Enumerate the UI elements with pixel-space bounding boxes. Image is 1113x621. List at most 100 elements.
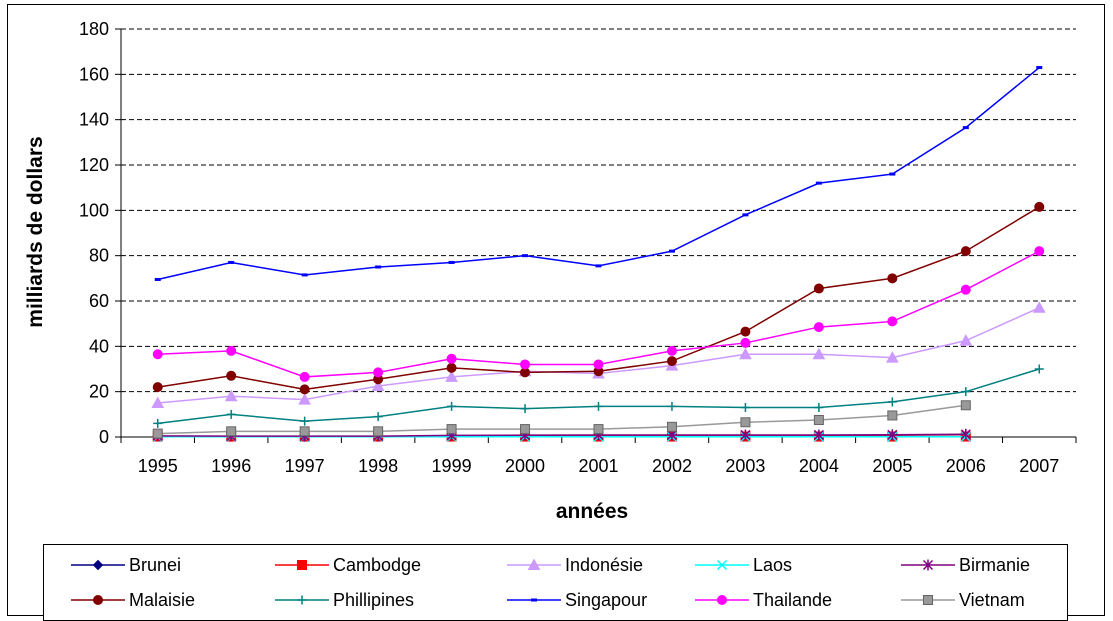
data-point [815,181,822,185]
y-tick-label: 40 [89,336,109,356]
legend-item: Thailande [695,586,832,614]
data-point [1034,246,1045,257]
legend-item: Laos [695,551,792,579]
data-point [226,370,237,381]
data-point [520,404,530,414]
legend-symbol [695,559,749,571]
data-point [520,424,531,435]
x-tick-label: 2007 [1019,456,1059,476]
series-line [157,307,1040,404]
data-point [889,172,896,176]
series-line [157,404,966,435]
y-tick-label: 160 [79,64,109,84]
y-tick-label: 140 [79,110,109,130]
series-malaisie [152,201,1045,395]
data-point [373,412,383,422]
y-tick-label: 20 [89,382,109,402]
data-point [226,409,236,419]
legend-item: Indonésie [507,551,643,579]
legend-marker [297,595,307,605]
series-indonésie [151,301,1046,408]
legend-marker [93,595,103,605]
series-line [157,66,1040,281]
y-tick-label: 0 [99,427,109,447]
data-point [740,337,751,348]
data-point [887,273,898,284]
data-point [887,397,897,407]
legend-item: Vietnam [901,586,1025,614]
data-point [961,387,971,397]
data-point [886,351,899,363]
axes: 0 20 40 60 80 100 120 140 160 180 1995 1996 1997 1998… [79,19,1077,476]
data-point [813,429,824,441]
data-point [228,260,235,264]
data-point [812,347,826,360]
data-point [814,403,824,413]
legend-marker [527,558,541,570]
legend-label: Singapour [565,589,648,610]
data-point [446,353,457,364]
x-tick-label: 2006 [946,456,986,476]
legend-label: Cambodge [333,554,422,575]
y-tick-label: 120 [79,155,109,175]
data-point [960,400,971,411]
legend-marker [716,559,728,571]
x-tick-label: 1995 [138,456,178,476]
data-point [962,126,969,130]
legend-item: Brunei [71,551,181,579]
data-point [299,384,310,395]
legend-label: Laos [753,554,793,575]
data-point [299,371,310,382]
data-point [593,359,604,370]
data-point [371,379,385,391]
legend-label: Brunei [129,554,182,575]
x-tick-label: 1996 [211,456,251,476]
legend-label: Indonésie [565,554,644,575]
data-point [593,424,604,435]
legend-symbol [71,559,125,571]
legend-marker [297,560,307,570]
data-point [1034,201,1045,212]
data-point [1036,66,1043,70]
chart-frame [7,4,1105,616]
gridlines [121,28,1076,393]
y-axis-title: milliards de dollars [24,136,47,327]
x-tick-label: 1997 [285,456,325,476]
data-point [813,283,824,294]
data-point [151,396,165,408]
data-point [740,326,751,337]
legend-symbol [507,598,561,602]
legend-label: Thailande [753,589,833,610]
legend-item: Malaisie [71,586,195,614]
legend-symbol [275,560,329,570]
data-point [960,284,971,295]
data-point [445,370,458,382]
x-tick-label: 2001 [578,456,618,476]
legend-label: Birmanie [959,554,1031,575]
data-point [594,401,603,411]
data-point [887,429,898,441]
legend-marker [923,595,933,605]
x-tick-label: 1999 [432,456,472,476]
data-point [960,246,971,257]
x-axis-title: années [556,500,628,523]
data-point [1034,364,1044,374]
data-point [299,426,310,437]
y-tick-label: 100 [79,200,109,220]
data-point [813,322,824,333]
data-point [740,429,751,441]
data-point [740,403,750,413]
data-point [446,362,457,373]
data-point [298,393,311,405]
legend-symbol [275,595,329,605]
series-line [157,433,966,437]
data-point [301,273,308,277]
series-line [157,250,1040,378]
data-point [373,367,384,378]
data-point [960,428,971,440]
data-point [739,347,752,360]
y-tick-label: 60 [89,291,109,311]
legend-label: Phillipines [333,589,415,610]
data-point [742,213,749,217]
